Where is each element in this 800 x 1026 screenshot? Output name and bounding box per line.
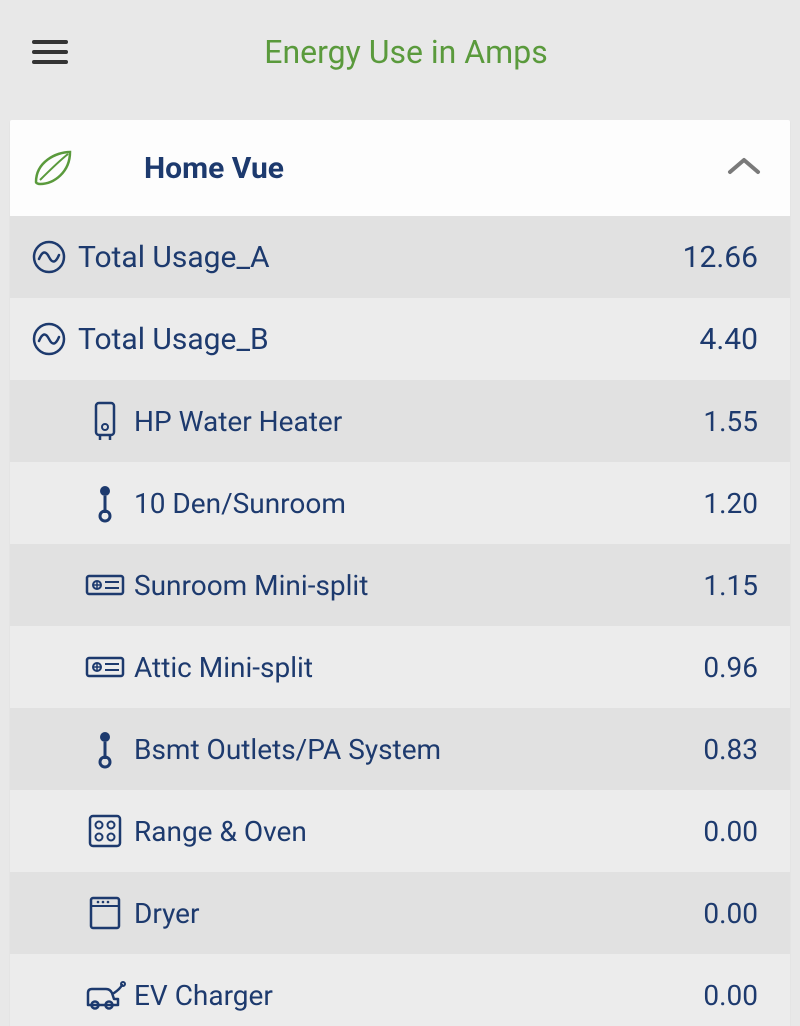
total-label: Total Usage_B [78,322,269,357]
leaf-icon [30,146,74,190]
total-value: 12.66 [683,240,758,275]
chevron-up-icon [726,154,762,178]
total-label: Total Usage_A [78,240,270,275]
circuit-value: 1.20 [703,487,758,520]
circuit-row[interactable]: Bsmt Outlets/PA System 0.83 [10,708,790,790]
range-icon [76,813,134,849]
page-title: Energy Use in Amps [36,33,776,71]
sensor-icon [76,483,134,523]
app-header: Energy Use in Amps [0,0,800,104]
circuit-row[interactable]: Attic Mini-split 0.96 [10,626,790,708]
collapse-toggle[interactable] [726,154,762,182]
total-usage-row[interactable]: Total Usage_A 12.66 [10,216,790,298]
circuit-row[interactable]: 10 Den/Sunroom 1.20 [10,462,790,544]
circuit-value: 0.00 [703,979,758,1012]
dryer-icon [76,895,134,931]
wave-icon [20,321,78,357]
circuit-row[interactable]: Sunroom Mini-split 1.15 [10,544,790,626]
circuit-label: Attic Mini-split [134,651,313,684]
circuit-value: 0.83 [703,733,758,766]
circuit-value: 1.55 [703,405,758,438]
wave-icon [20,239,78,275]
circuit-row[interactable]: HP Water Heater 1.55 [10,380,790,462]
circuit-label: EV Charger [134,979,273,1012]
total-value: 4.40 [700,322,759,357]
circuit-value: 0.00 [703,815,758,848]
circuit-value: 1.15 [703,569,758,602]
minisplit-icon [76,652,134,682]
device-card: Home Vue Total Usage_A 12.66 Total Usage… [10,120,790,1026]
usage-list: Total Usage_A 12.66 Total Usage_B 4.40 H… [10,216,790,1026]
circuit-label: Range & Oven [134,815,307,848]
circuit-label: HP Water Heater [134,405,342,438]
circuit-label: Dryer [134,897,200,930]
device-name: Home Vue [144,151,284,186]
circuit-value: 0.96 [703,651,758,684]
device-header[interactable]: Home Vue [10,120,790,216]
ev-icon [76,979,134,1011]
water-heater-icon [76,401,134,441]
circuit-label: Sunroom Mini-split [134,569,368,602]
circuit-row[interactable]: Dryer 0.00 [10,872,790,954]
circuit-label: Bsmt Outlets/PA System [134,733,441,766]
circuit-row[interactable]: EV Charger 0.00 [10,954,790,1026]
sensor-icon [76,729,134,769]
total-usage-row[interactable]: Total Usage_B 4.40 [10,298,790,380]
circuit-value: 0.00 [703,897,758,930]
minisplit-icon [76,570,134,600]
circuit-row[interactable]: Range & Oven 0.00 [10,790,790,872]
circuit-label: 10 Den/Sunroom [134,487,346,520]
